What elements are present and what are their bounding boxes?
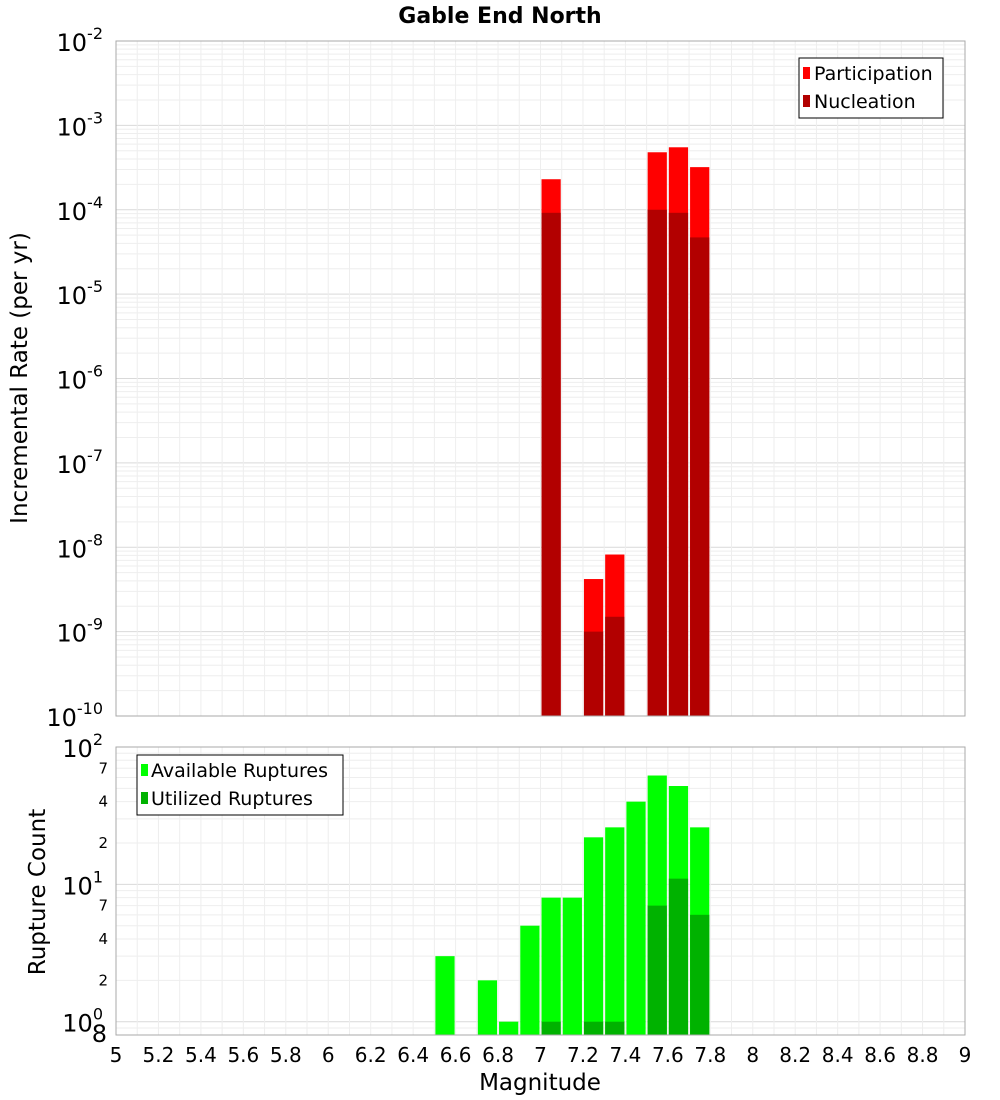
x-tick-label: 8.6 <box>864 1043 896 1067</box>
count-y-axis-label: Rupture Count <box>25 809 51 975</box>
available-ruptures-bar <box>583 837 604 1035</box>
count-y-tick-label: 8 <box>92 1020 107 1048</box>
count-legend: Available Ruptures Utilized Ruptures <box>136 754 344 816</box>
available-ruptures-bar <box>520 925 540 1035</box>
chart-title: Gable End North <box>398 4 601 29</box>
count-y-tick-label: 7 <box>98 897 108 915</box>
available-ruptures-bar <box>541 897 561 1035</box>
x-tick-label: 8 <box>746 1043 759 1067</box>
x-tick-label: 5 <box>110 1043 123 1067</box>
rate-y-tick-label: 10-10 <box>46 699 103 732</box>
utilized-ruptures-bar <box>668 878 689 1035</box>
nucleation-legend-label: Nucleation <box>814 91 916 113</box>
x-tick-label: 6.2 <box>355 1043 387 1067</box>
utilized-ruptures-bar <box>647 905 667 1035</box>
x-tick-label: 6.8 <box>482 1043 514 1067</box>
x-tick-label: 7.2 <box>567 1043 599 1067</box>
x-tick-label: 5.6 <box>227 1043 259 1067</box>
rate-y-tick-label: 10-3 <box>57 108 104 141</box>
magnitude-x-axis-label: Magnitude <box>479 1070 601 1096</box>
participation-legend-swatch <box>803 67 810 79</box>
utilized-ruptures-bar <box>541 1021 561 1035</box>
count-y-tick-label: 2 <box>98 971 108 989</box>
rate-y-tick-label: 10-6 <box>57 362 104 395</box>
rate-legend: Participation Nucleation <box>798 57 944 119</box>
x-tick-label: 7.8 <box>694 1043 726 1067</box>
rate-y-tick-label: 10-2 <box>57 24 104 57</box>
x-tick-label: 8.4 <box>822 1043 854 1067</box>
count-plot-frame <box>115 746 966 1036</box>
utilized-legend-label: Utilized Ruptures <box>151 788 313 810</box>
rate-y-tick-label: 10-4 <box>57 193 104 226</box>
participation-legend-label: Participation <box>814 63 933 85</box>
available-ruptures-bar <box>605 827 625 1035</box>
rate-plot-panel: 10-2 10-3 10-4 10-5 10-6 10-7 10-8 10-9 10-10 In… <box>7 24 966 732</box>
count-y-tick-label: 2 <box>98 834 108 852</box>
x-tick-label: 6.6 <box>440 1043 472 1067</box>
count-y-tick-label: 4 <box>98 930 108 948</box>
utilized-ruptures-bar <box>583 1021 604 1035</box>
x-tick-label: 5.4 <box>185 1043 217 1067</box>
x-tick-label: 8.8 <box>907 1043 939 1067</box>
count-legend-box <box>136 754 344 816</box>
x-tick-label: 7.6 <box>652 1043 684 1067</box>
rate-y-tick-label: 10-8 <box>57 530 104 563</box>
count-y-tick-label: 7 <box>98 759 108 777</box>
x-tick-label: 6 <box>322 1043 335 1067</box>
count-bars <box>435 775 710 1035</box>
nucleation-legend-swatch <box>803 95 810 107</box>
magnitude-x-ticks: 5 5.2 5.4 5.6 5.8 6 6.2 6.4 6.6 6.8 7 7.2 7.4 7.6 7.8 8… <box>110 1043 972 1067</box>
x-tick-label: 8.2 <box>779 1043 811 1067</box>
nucleation-bar <box>690 237 710 716</box>
rate-gridlines <box>115 40 966 717</box>
available-legend-swatch <box>141 764 148 776</box>
available-ruptures-bar <box>562 897 582 1035</box>
rate-y-axis-label: Incremental Rate (per yr) <box>7 232 33 524</box>
available-ruptures-bar <box>626 801 646 1035</box>
utilized-legend-swatch <box>141 792 148 804</box>
x-tick-label: 5.8 <box>270 1043 302 1067</box>
rate-y-tick-label: 10-9 <box>57 615 104 648</box>
nucleation-bar <box>647 209 667 716</box>
x-tick-label: 9 <box>959 1043 972 1067</box>
nucleation-bar <box>583 631 604 716</box>
rate-bars <box>541 147 710 717</box>
rate-y-ticks: 10-2 10-3 10-4 10-5 10-6 10-7 10-8 10-9 10-10 <box>46 24 103 732</box>
count-y-tick-label: 100 <box>62 1005 103 1038</box>
count-y-tick-label: 4 <box>98 793 108 811</box>
x-tick-label: 7 <box>534 1043 547 1067</box>
nucleation-bar <box>541 212 561 716</box>
count-y-tick-label: 102 <box>62 730 103 763</box>
utilized-ruptures-bar <box>605 1021 625 1035</box>
rate-y-tick-label: 10-7 <box>57 446 104 479</box>
rate-plot-frame <box>115 40 966 717</box>
count-y-tick-label: 101 <box>62 867 103 900</box>
available-legend-label: Available Ruptures <box>151 760 328 782</box>
rate-y-tick-label: 10-5 <box>57 277 104 310</box>
utilized-ruptures-bar <box>690 914 710 1035</box>
x-tick-label: 5.2 <box>143 1043 175 1067</box>
available-ruptures-bar <box>499 1021 519 1035</box>
nucleation-bar <box>605 616 625 716</box>
available-ruptures-bar <box>435 956 455 1035</box>
available-ruptures-bar <box>477 980 498 1035</box>
x-tick-label: 7.4 <box>609 1043 641 1067</box>
rate-legend-box <box>798 57 944 119</box>
nucleation-bar <box>668 212 689 716</box>
x-tick-label: 6.4 <box>397 1043 429 1067</box>
